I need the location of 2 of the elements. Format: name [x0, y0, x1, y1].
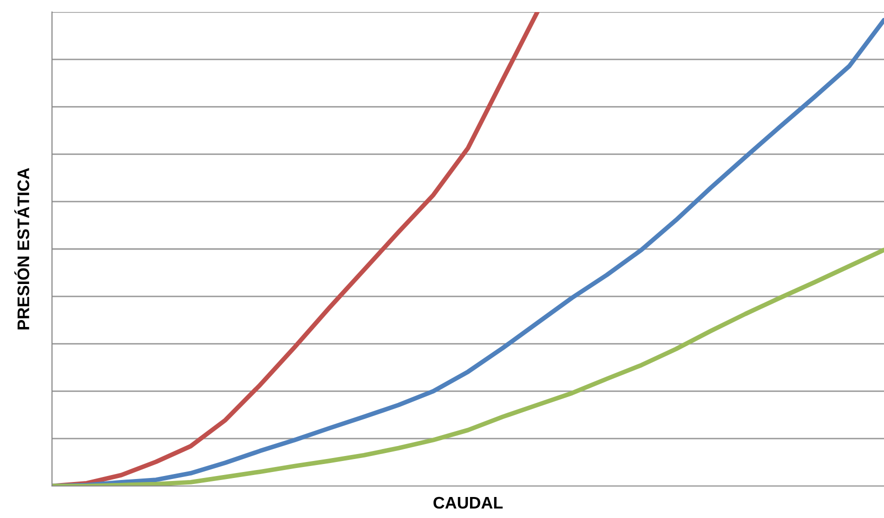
y-axis-title: PRESIÓN ESTÁTICA	[14, 168, 30, 330]
x-axis-title: CAUDAL	[434, 496, 503, 509]
